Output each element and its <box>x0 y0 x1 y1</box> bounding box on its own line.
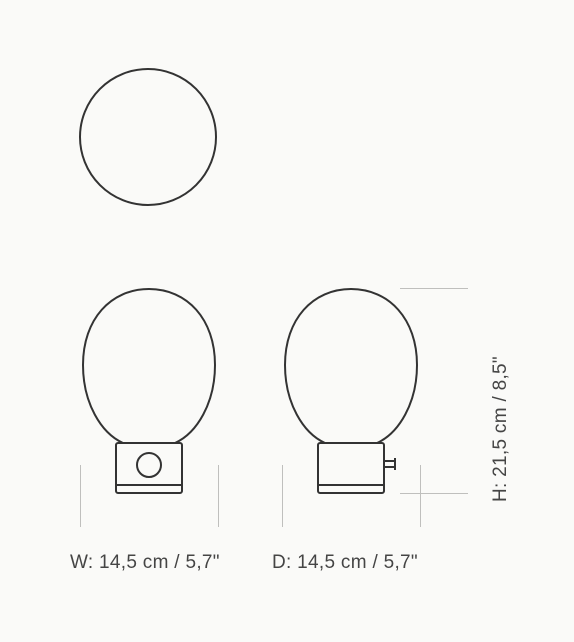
depth-label: D: 14,5 cm / 5,7" <box>272 552 418 574</box>
height-label: H: 21,5 cm / 8,5" <box>490 356 512 502</box>
side-view <box>277 285 442 510</box>
guide-w-right <box>218 465 219 527</box>
guide-w-left <box>80 465 81 527</box>
guide-h-bot <box>400 493 468 494</box>
guide-d-left <box>282 465 283 527</box>
top-view <box>78 67 218 207</box>
guide-d-right <box>420 465 421 527</box>
guide-h-top <box>400 288 468 289</box>
width-label: W: 14,5 cm / 5,7" <box>70 552 220 574</box>
front-view <box>75 285 225 510</box>
tech-drawing-canvas: W: 14,5 cm / 5,7" D: 14,5 cm / 5,7" H: 2… <box>0 0 574 642</box>
